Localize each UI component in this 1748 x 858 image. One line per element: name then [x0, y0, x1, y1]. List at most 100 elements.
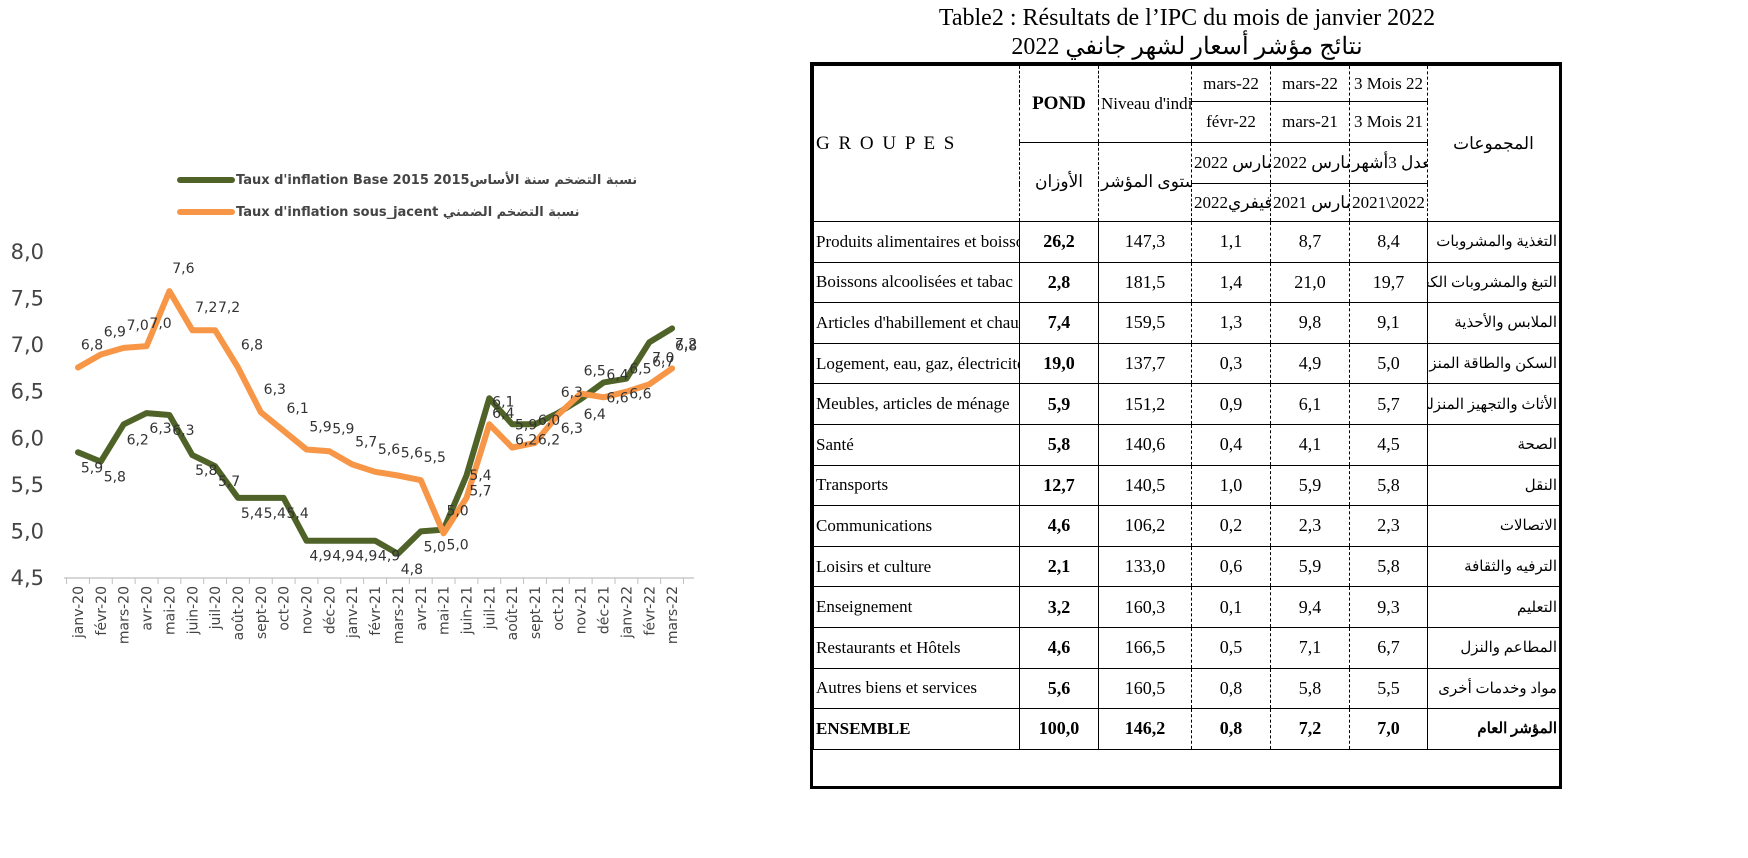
x-tick-label: août-20: [231, 586, 247, 640]
base-data-label: 5,0: [446, 538, 468, 554]
y-tick-label: 7,0: [11, 333, 44, 357]
x-tick-label: janv-21: [345, 586, 361, 639]
var-annual-value: 7,2: [1270, 708, 1350, 750]
group-name-fr: ENSEMBLE: [813, 708, 1020, 750]
group-name-fr: Articles d'habillement et chaussures: [813, 302, 1020, 344]
group-name-ar: التغذية والمشروبات: [1427, 221, 1560, 263]
var-monthly-value: 0,9: [1191, 383, 1271, 425]
group-name-fr: Transports: [813, 464, 1020, 507]
table-row: Communications 4,6 106,2 0,2 2,3 2,3 الاتصالات: [813, 505, 1560, 547]
core-data-label: 5,7: [355, 434, 377, 450]
header-c2-ar-bot: مارس 2021: [1270, 183, 1350, 222]
group-name-ar: الصحة: [1427, 423, 1560, 466]
ipc-table-container: G R O U P E S POND Niveau d'indice mars-…: [810, 62, 1562, 789]
core-data-label: 7,6: [172, 261, 194, 277]
var-3month-value: 5,0: [1349, 342, 1428, 385]
header-niveau-ar: مستوى المؤشر: [1098, 142, 1192, 222]
y-tick-label: 7,5: [11, 287, 44, 311]
x-tick-label: oct-21: [551, 586, 567, 631]
x-tick-label: juil-20: [208, 586, 224, 630]
core-data-label: 5,5: [424, 450, 446, 466]
base-data-label: 6,4: [492, 406, 514, 422]
x-tick-label: sept-21: [528, 586, 544, 639]
var-3month-value: 7,0: [1349, 708, 1428, 750]
core-data-label: 5,0: [446, 503, 468, 519]
core-data-label: 6,5: [629, 362, 651, 378]
group-name-ar: الترفيه والثقافة: [1427, 545, 1560, 588]
niveau-value: 160,3: [1098, 586, 1192, 628]
x-tick-label: janv-22: [619, 586, 635, 639]
pond-value: 5,9: [1019, 383, 1099, 425]
core-data-label: 7,2: [218, 300, 240, 316]
core-data-label: 6,8: [675, 338, 697, 354]
table-row: Produits alimentaires et boissons 26,2 147…: [813, 221, 1560, 263]
x-tick-label: mai-21: [437, 586, 453, 635]
y-tick-label: 6,0: [11, 426, 44, 450]
x-tick-label: mars-21: [391, 586, 407, 644]
inflation-chart: 4,5 5,0 5,5 6,0 6,5 7,0 7,5 8,0 janv-20 févr-20 ma…: [0, 0, 800, 858]
x-tick-label: mars-20: [117, 586, 133, 644]
var-monthly-value: 1,4: [1191, 261, 1271, 304]
group-name-fr: Logement, eau, gaz, électricité: [813, 342, 1020, 385]
base-data-label: 4,8: [401, 562, 423, 578]
niveau-value: 160,5: [1098, 667, 1192, 710]
core-data-label: 7,0: [127, 318, 149, 334]
group-name-ar: المؤشر العام: [1427, 708, 1560, 750]
header-c3-top: 3 Mois 22: [1349, 65, 1428, 102]
var-annual-value: 2,3: [1270, 505, 1350, 547]
table-row: Santé 5,8 140,6 0,4 4,1 4,5 الصحة: [813, 423, 1560, 466]
group-name-fr: Produits alimentaires et boissons: [813, 221, 1020, 263]
var-monthly-value: 0,1: [1191, 586, 1271, 628]
ipc-table-body: Produits alimentaires et boissons 26,2 147…: [813, 221, 1560, 750]
x-tick-label: nov-21: [574, 586, 590, 634]
pond-value: 100,0: [1019, 708, 1099, 750]
header-pond: POND: [1019, 65, 1099, 143]
x-tick-label: avr-20: [140, 586, 156, 631]
base-data-label: 6,2: [538, 432, 560, 448]
legend-label-base: Taux d'inflation Base 2015 2015نسبة التض…: [236, 171, 637, 188]
base-data-label: 4,9: [378, 549, 400, 565]
core-data-label: 5,9: [309, 419, 331, 435]
x-tick-label: déc-21: [597, 586, 613, 634]
x-tick-label: févr-21: [368, 586, 384, 636]
base-data-label: 5,8: [104, 470, 126, 486]
group-name-ar: مواد وخدمات أخرى: [1427, 667, 1560, 710]
var-monthly-value: 0,2: [1191, 505, 1271, 547]
x-tick-label: sept-20: [254, 586, 270, 639]
core-data-label: 5,6: [378, 442, 400, 458]
base-data-label: 5,9: [81, 460, 103, 476]
table-row: Boissons alcoolisées et tabac 2,8 181,5 1,4…: [813, 261, 1560, 304]
x-tick-label: déc-20: [322, 586, 338, 634]
niveau-value: 133,0: [1098, 545, 1192, 588]
base-data-label: 6,6: [629, 387, 651, 403]
pond-value: 3,2: [1019, 586, 1099, 628]
core-data-label: 7,2: [195, 300, 217, 316]
y-tick-label: 8,0: [11, 240, 44, 264]
header-c1-ar-top: مارس 2022: [1191, 142, 1271, 184]
var-annual-value: 5,9: [1270, 464, 1350, 507]
var-3month-value: 9,3: [1349, 586, 1428, 628]
niveau-value: 166,5: [1098, 626, 1192, 669]
x-tick-label: juin-20: [185, 586, 201, 635]
var-3month-value: 6,7: [1349, 626, 1428, 669]
table-row: Transports 12,7 140,5 1,0 5,9 5,8 النقل: [813, 464, 1560, 507]
base-data-label: 6,4: [584, 407, 606, 423]
core-data-label: 6,9: [104, 324, 126, 340]
niveau-value: 137,7: [1098, 342, 1192, 385]
base-data-label: 5,8: [195, 463, 217, 479]
base-data-label: 5,4: [264, 506, 286, 522]
header-groupes: G R O U P E S: [813, 65, 1020, 222]
y-tick-label: 5,5: [11, 473, 44, 497]
y-tick-label: 5,0: [11, 519, 44, 543]
var-monthly-value: 0,5: [1191, 626, 1271, 669]
table-row: Enseignement 3,2 160,3 0,1 9,4 9,3 التعليم: [813, 586, 1560, 628]
niveau-value: 159,5: [1098, 302, 1192, 344]
var-3month-value: 5,5: [1349, 667, 1428, 710]
niveau-value: 151,2: [1098, 383, 1192, 425]
core-data-label: 6,1: [287, 401, 309, 417]
x-tick-label: avr-21: [414, 586, 430, 631]
x-tick-label: févr-22: [642, 586, 658, 636]
base-data-label: 6,3: [149, 421, 171, 437]
x-tick-label: févr-20: [94, 586, 110, 636]
var-monthly-value: 0,6: [1191, 545, 1271, 588]
